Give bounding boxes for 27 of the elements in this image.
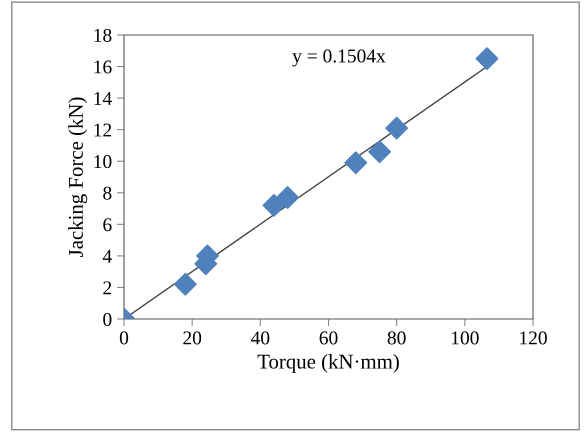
point	[174, 272, 197, 296]
x-tick-label: 100	[452, 331, 479, 344]
point	[262, 194, 286, 217]
y-tick-label: 18	[94, 28, 112, 42]
x-tick-label: 0	[120, 331, 128, 344]
point	[344, 151, 368, 174]
y-tick-label: 16	[94, 60, 112, 74]
point	[385, 116, 408, 140]
y-tick-label: 0	[103, 312, 112, 326]
y-tick-label: 4	[102, 250, 112, 263]
y-tick-label: 14	[94, 92, 112, 105]
annotation: y = 0.1504x	[292, 49, 386, 67]
point	[368, 140, 392, 164]
x-tick-label: 40	[250, 331, 270, 344]
point	[476, 47, 498, 70]
y-tick-label: 8	[103, 186, 112, 200]
y-tick-label: 2	[103, 281, 112, 294]
y-axis-title: Jacking Force (kN)	[68, 98, 88, 257]
x-tick-label: 20	[183, 331, 202, 344]
x-axis-title: Torque (kN·mm)	[258, 354, 399, 373]
y-tick-label: 12	[94, 124, 112, 136]
x-tick-label: 60	[320, 331, 338, 344]
x-tick-label: 120	[520, 331, 547, 344]
y-tick-label: 10	[94, 155, 112, 168]
y-tick-label: 6	[103, 218, 112, 232]
x-tick-label: 80	[388, 331, 406, 344]
point	[276, 186, 300, 209]
